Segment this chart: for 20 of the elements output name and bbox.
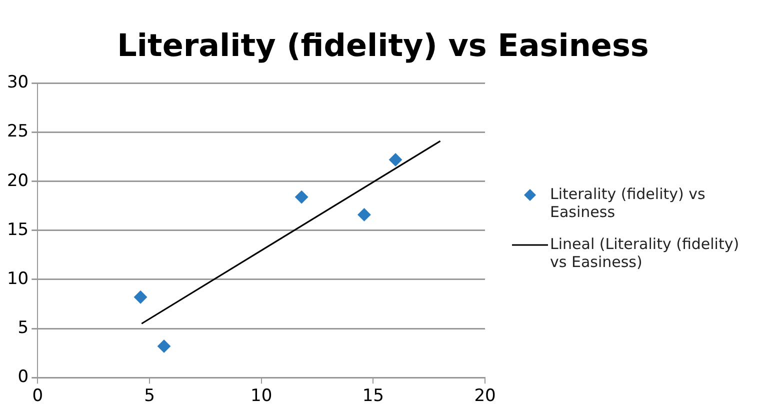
y-tick-label: 20 — [6, 170, 29, 191]
point — [389, 153, 402, 166]
legend-label: Literality (fidelity) vs Easiness — [550, 185, 706, 221]
y-tick-label: 25 — [6, 122, 29, 142]
legend-label: Lineal (Literality (fidelity) vs Easiness) — [550, 235, 740, 271]
point — [158, 340, 171, 353]
y-tick-label: 0 — [18, 367, 29, 388]
point — [358, 208, 371, 222]
x-tick-label: 10 — [250, 386, 272, 406]
y-tick-label: 30 — [6, 72, 29, 93]
x-tick-label: 15 — [362, 386, 384, 406]
chart-title: Literality (fidelity) vs Easiness — [116, 28, 650, 64]
x-tick-label: 5 — [144, 386, 155, 406]
y-tick-label: 15 — [6, 220, 29, 240]
x-tick-label: 20 — [474, 386, 496, 406]
x-tick-label: 0 — [32, 386, 44, 406]
y-tick-label: 5 — [18, 318, 29, 338]
point — [134, 290, 148, 304]
y-tick-label: 10 — [6, 268, 29, 289]
point — [295, 190, 308, 204]
